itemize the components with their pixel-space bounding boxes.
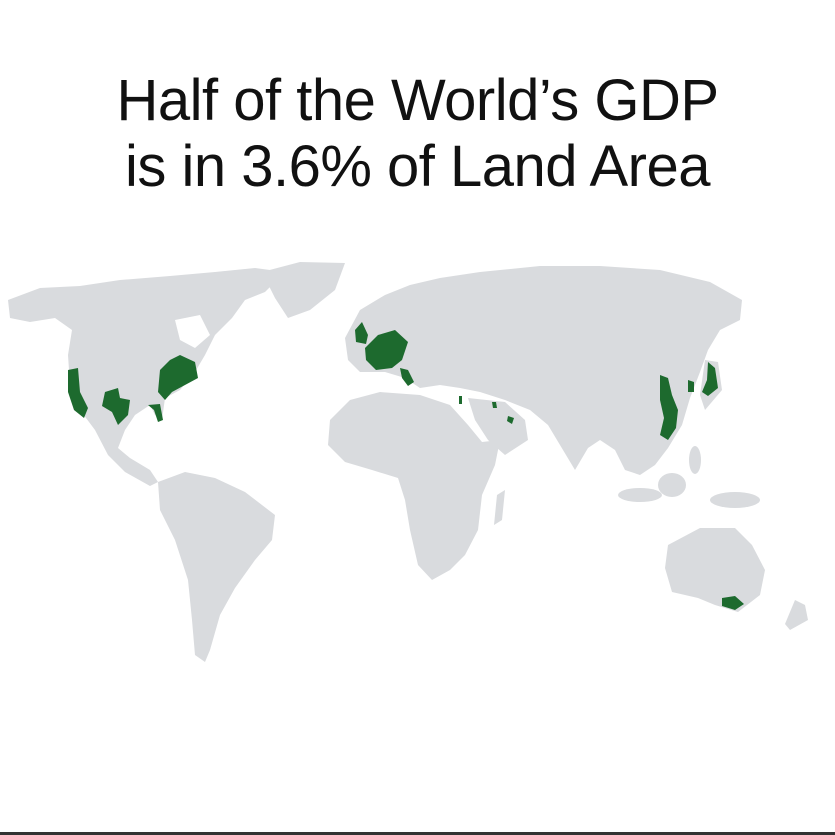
- philippines: [689, 446, 701, 474]
- africa: [328, 392, 500, 580]
- new-guinea: [710, 492, 760, 508]
- land-masses: [8, 262, 808, 662]
- region-gulf-2: [507, 416, 514, 424]
- eurasia: [345, 266, 742, 475]
- greenland: [262, 262, 345, 318]
- region-japan: [702, 362, 718, 396]
- north-america: [8, 268, 285, 486]
- bottom-border: [0, 832, 835, 835]
- borneo: [658, 473, 686, 497]
- headline-line-2: is in 3.6% of Land Area: [124, 134, 711, 199]
- hudson-bay: [175, 315, 210, 348]
- south-america: [158, 472, 275, 662]
- headline-line-1: Half of the World’s GDP: [116, 68, 719, 133]
- region-california: [68, 368, 88, 418]
- region-southeast-australia: [722, 596, 744, 610]
- australia: [665, 528, 765, 612]
- region-florida: [148, 404, 163, 422]
- region-texas: [102, 388, 130, 425]
- region-italy: [400, 368, 414, 386]
- region-gulf-1: [492, 402, 497, 408]
- region-east-china: [660, 375, 678, 440]
- region-korea: [688, 380, 694, 392]
- region-uk: [355, 322, 368, 344]
- madagascar: [494, 490, 505, 525]
- arabia: [468, 398, 528, 455]
- indonesia: [618, 488, 662, 502]
- region-israel: [459, 396, 462, 404]
- region-western-europe: [365, 330, 408, 370]
- region-us-northeast: [158, 355, 198, 400]
- new-zealand: [785, 600, 808, 630]
- highlighted-regions: [68, 322, 744, 610]
- headline: Half of the World’s GDP is in 3.6% of La…: [0, 68, 835, 200]
